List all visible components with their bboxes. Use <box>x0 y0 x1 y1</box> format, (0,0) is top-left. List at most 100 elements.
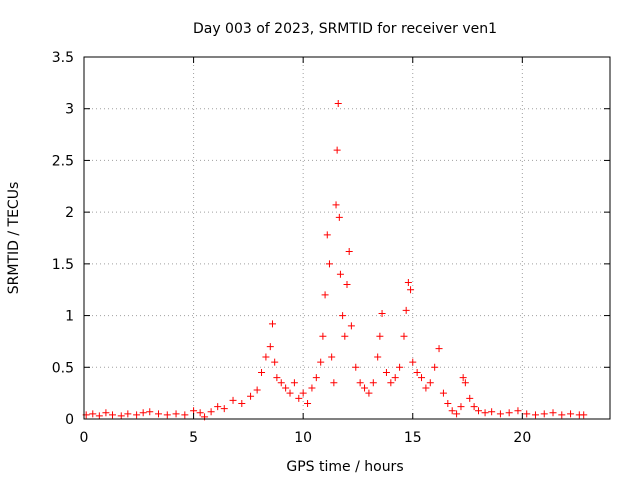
data-point <box>282 384 290 392</box>
x-tick-labels: 0 5 10 15 20 <box>80 430 532 446</box>
data-point <box>422 384 430 392</box>
data-point <box>330 379 338 387</box>
y-tick-label: 0.5 <box>52 360 74 376</box>
data-point <box>435 345 443 353</box>
data-point <box>325 260 333 268</box>
data-point <box>531 411 539 419</box>
data-point <box>328 353 336 361</box>
data-point <box>229 396 237 404</box>
data-point <box>558 411 566 419</box>
data-point <box>253 386 261 394</box>
gridlines <box>84 57 610 419</box>
data-point <box>347 322 355 330</box>
plot-frame <box>83 56 611 420</box>
x-tick-label: 0 <box>80 430 89 446</box>
data-point <box>457 403 465 411</box>
data-point <box>214 403 222 411</box>
data-point <box>376 332 384 340</box>
data-point <box>220 405 228 413</box>
data-point <box>319 332 327 340</box>
data-point <box>335 213 343 221</box>
data-points <box>82 100 588 421</box>
y-tick-label: 2 <box>65 205 74 221</box>
data-point <box>374 353 382 361</box>
y-tick-label: 1.5 <box>52 257 74 273</box>
data-point <box>207 408 215 416</box>
y-tick-label: 0 <box>65 412 74 428</box>
data-point <box>336 270 344 278</box>
data-point <box>461 379 469 387</box>
data-point <box>343 281 351 289</box>
data-point <box>146 408 154 416</box>
x-tick-label: 5 <box>189 430 198 446</box>
data-point <box>365 389 373 397</box>
data-point <box>290 379 298 387</box>
x-tick-label: 20 <box>513 430 531 446</box>
x-tick-label: 15 <box>404 430 422 446</box>
data-point <box>299 389 307 397</box>
data-point <box>133 411 141 419</box>
data-point <box>418 374 426 382</box>
data-point <box>139 409 147 417</box>
data-point <box>308 384 316 392</box>
data-point <box>89 410 97 418</box>
data-point <box>496 410 504 418</box>
data-point <box>466 394 474 402</box>
data-point <box>339 312 347 320</box>
data-point <box>361 384 369 392</box>
data-point <box>266 343 274 351</box>
data-point <box>391 374 399 382</box>
data-point <box>481 409 489 417</box>
data-point <box>163 411 171 419</box>
data-point <box>268 320 276 328</box>
data-point <box>341 332 349 340</box>
data-point <box>470 403 478 411</box>
data-point <box>488 408 496 416</box>
y-tick-label: 3 <box>65 102 74 118</box>
data-point <box>334 100 342 108</box>
data-point <box>312 374 320 382</box>
data-point <box>369 379 377 387</box>
data-point <box>400 332 408 340</box>
data-point <box>567 410 575 418</box>
data-point <box>247 392 255 400</box>
data-point <box>277 379 285 387</box>
data-point <box>333 146 341 154</box>
data-point <box>382 368 390 376</box>
data-point <box>304 399 312 407</box>
data-point <box>95 412 103 420</box>
data-point <box>402 306 410 314</box>
data-point <box>431 363 439 371</box>
data-point <box>426 379 434 387</box>
data-point <box>549 409 557 417</box>
chart-title: Day 003 of 2023, SRMTID for receiver ven… <box>193 21 497 37</box>
data-point <box>459 374 467 382</box>
data-point <box>444 399 452 407</box>
x-axis-label: GPS time / hours <box>286 459 403 475</box>
data-point <box>238 399 246 407</box>
y-axis-label: SRMTID / TECUs <box>6 182 22 295</box>
data-point <box>155 410 163 418</box>
data-point <box>286 389 294 397</box>
data-point <box>378 310 386 318</box>
data-point <box>181 411 189 419</box>
data-point <box>321 291 329 299</box>
x-tick-label: 10 <box>294 430 312 446</box>
data-point <box>295 394 303 402</box>
y-tick-label: 3.5 <box>52 50 74 66</box>
data-point <box>407 286 415 294</box>
data-point <box>439 389 447 397</box>
data-point <box>580 411 588 419</box>
data-point <box>505 409 513 417</box>
data-point <box>108 411 116 419</box>
data-point <box>540 410 548 418</box>
data-point <box>514 407 522 415</box>
tick-marks <box>83 56 610 420</box>
data-point <box>273 374 281 382</box>
data-point <box>356 379 364 387</box>
data-point <box>102 409 110 417</box>
y-tick-label: 2.5 <box>52 153 74 169</box>
y-tick-label: 1 <box>65 309 74 325</box>
data-point <box>453 410 461 418</box>
